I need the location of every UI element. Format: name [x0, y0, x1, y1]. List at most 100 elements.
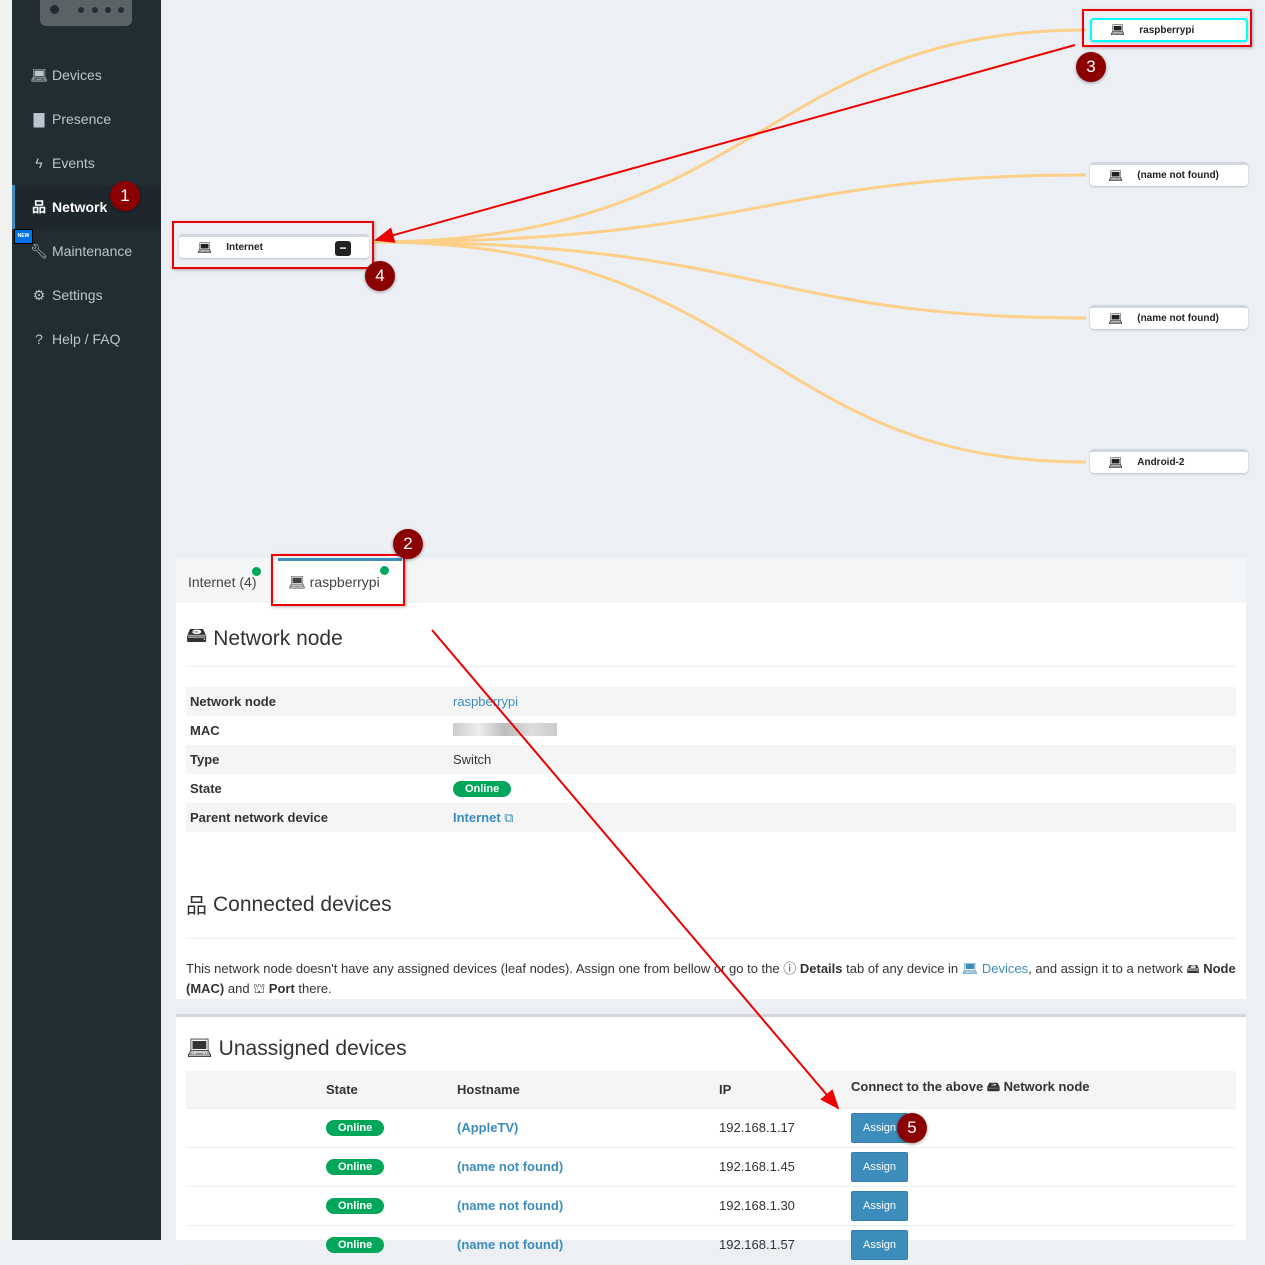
devices-link[interactable]: 💻︎ Devices — [961, 961, 1029, 976]
sitemap-icon: 品 — [186, 895, 207, 918]
server-icon: 🖴︎ — [986, 1079, 1000, 1095]
node-label: (name not found) — [1137, 313, 1219, 324]
parent-link[interactable]: Internet — [453, 809, 501, 825]
status-dot — [380, 566, 389, 575]
question-icon: ? — [35, 331, 43, 347]
annotation-marker: 2 — [393, 529, 423, 559]
table-row: MAC — [186, 716, 1236, 745]
assign-button[interactable]: Assign — [851, 1190, 909, 1221]
graph-link — [371, 173, 1087, 244]
assign-button[interactable]: Assign — [851, 1229, 909, 1260]
col-header: Connect to the above — [851, 1079, 984, 1095]
sidebar-item-presence[interactable]: ▇ Presence — [12, 97, 161, 141]
network-node-panel: 🖴︎ Network node Network node raspberrypi M… — [176, 603, 1246, 999]
graph-node[interactable]: 💻︎ raspberrypi — [1090, 18, 1248, 42]
laptop-icon: 💻︎ — [197, 240, 213, 255]
gear-icon: ⚙ — [32, 286, 46, 303]
graph-node[interactable]: 💻︎ Android-2 — [1090, 449, 1248, 473]
col-header: IP — [719, 1071, 851, 1109]
graph-node-internet[interactable]: 💻︎ Internet − — [179, 234, 369, 258]
collapse-button[interactable]: − — [335, 241, 351, 256]
server-icon: 🖴︎ — [186, 624, 208, 647]
row-label: State — [190, 781, 222, 796]
sidebar-item-label: Help / FAQ — [52, 331, 121, 347]
col-header: Network node — [1003, 1079, 1090, 1095]
col-header: State — [326, 1071, 457, 1109]
sidebar-item-label: Maintenance — [52, 243, 133, 259]
status-badge: Online — [326, 1198, 385, 1214]
table-row: Type Switch — [186, 745, 1236, 774]
table-row: Network node raspberrypi — [186, 687, 1236, 716]
sidebar-item-label: Network — [52, 199, 108, 215]
text: there. — [298, 981, 332, 996]
sidebar-item-help[interactable]: ? Help / FAQ — [12, 317, 161, 361]
laptop-icon: 💻︎ — [1108, 311, 1124, 326]
hostname-link[interactable]: (AppleTV) — [457, 1120, 519, 1135]
ip-cell: 192.168.1.45 — [719, 1147, 851, 1187]
tab-internet[interactable]: Internet (4) — [178, 558, 266, 603]
hostname-link[interactable]: (name not found) — [457, 1237, 564, 1252]
connected-help-text: This network node doesn't have any assig… — [186, 959, 1236, 999]
sidebar-item-settings[interactable]: ⚙ Settings — [12, 273, 161, 317]
network-graph[interactable]: 💻︎ Internet − 💻︎ raspberrypi 💻︎ (name not fo… — [161, 0, 1262, 545]
sidebar-item-label: Events — [52, 155, 95, 171]
table-row: State Online — [186, 774, 1236, 803]
status-badge: Online — [326, 1159, 385, 1175]
status-badge: Online — [326, 1237, 385, 1253]
sidebar-item-maintenance[interactable]: 🔧︎ Maintenance — [12, 229, 161, 273]
tab-raspberrypi[interactable]: 💻︎ raspberrypi — [278, 558, 402, 603]
sitemap-icon: 品 — [32, 199, 46, 215]
col-header: Hostname — [457, 1071, 719, 1109]
laptop-icon: 💻︎ — [288, 574, 306, 590]
row-label: Network node — [186, 687, 449, 716]
section-title: 品 Connected devices — [186, 890, 1236, 920]
annotation-marker: 1 — [110, 181, 140, 211]
table-row: Online (name not found) 192.168.1.57 Assign — [186, 1225, 1236, 1265]
tabs: Internet (4) 💻︎ raspberrypi — [176, 558, 1246, 603]
table-row: Parent network device Internet ⧉ — [186, 803, 1236, 832]
text: , and assign it to a network — [1028, 961, 1183, 976]
section-title: 💻︎ Unassigned devices — [186, 1037, 1236, 1061]
tab-label: raspberrypi — [309, 574, 380, 590]
sidebar-item-events[interactable]: ϟ Events — [12, 141, 161, 185]
status-badge: Online — [453, 781, 512, 797]
table-row: Online (AppleTV) 192.168.1.17 Assign — [186, 1108, 1236, 1148]
info-icon: ⓘ — [783, 961, 797, 976]
node-label: Internet — [226, 242, 263, 253]
tab-label: Internet (4) — [188, 574, 257, 590]
hostname-link[interactable]: (name not found) — [457, 1159, 564, 1174]
node-label: raspberrypi — [1139, 24, 1195, 36]
node-details-table: Network node raspberrypi MAC Type Switch S… — [186, 687, 1236, 832]
section-title-text: Unassigned devices — [218, 1037, 407, 1060]
node-label: (name not found) — [1137, 170, 1219, 181]
graph-node[interactable]: 💻︎ (name not found) — [1090, 305, 1248, 329]
text: Details — [799, 961, 843, 976]
highlight-box — [172, 221, 374, 269]
section-title-text: Connected devices — [213, 893, 392, 916]
ip-cell: 192.168.1.30 — [719, 1186, 851, 1226]
sidebar: 💻︎ Devices ▇ Presence ϟ Events 品 Network 🔧︎ M… — [12, 0, 161, 1240]
text: tab of any device in — [846, 961, 959, 976]
graph-link — [371, 240, 1087, 464]
node-link[interactable]: raspberrypi — [453, 694, 519, 709]
highlight-box — [271, 554, 405, 606]
new-badge: NEW — [14, 229, 33, 244]
status-badge: Online — [326, 1120, 385, 1136]
laptop-icon: 💻︎ — [1110, 23, 1126, 37]
unassigned-panel: 💻︎ Unassigned devices State Hostname IP Conn… — [176, 1014, 1246, 1265]
server-icon: 🖴︎ — [1186, 961, 1200, 976]
row-label: Parent network device — [186, 803, 449, 832]
row-label: Type — [186, 745, 449, 774]
row-label: MAC — [190, 723, 220, 738]
hostname-link[interactable]: (name not found) — [457, 1198, 564, 1213]
annotation-marker: 3 — [1076, 52, 1106, 82]
assign-button[interactable]: Assign — [851, 1151, 909, 1182]
graph-link — [371, 28, 1087, 244]
laptop-icon: 💻︎ — [1108, 455, 1124, 470]
graph-node[interactable]: 💻︎ (name not found) — [1090, 162, 1248, 186]
table-row: Online (name not found) 192.168.1.30 Assign — [186, 1186, 1236, 1226]
mac-redacted — [453, 722, 557, 736]
section-title-text: Network node — [213, 626, 343, 650]
sidebar-item-devices[interactable]: 💻︎ Devices — [12, 53, 161, 97]
section-title: 🖴︎ Network node — [186, 621, 1236, 656]
